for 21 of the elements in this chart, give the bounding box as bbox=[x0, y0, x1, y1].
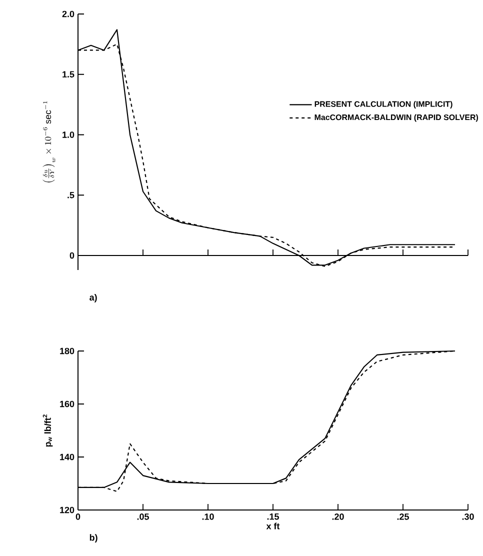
y-tick-label: 1.0 bbox=[62, 132, 74, 138]
text: b) bbox=[90, 534, 98, 543]
x-tick-label: 0 bbox=[76, 514, 80, 520]
y-tick-label: 0 bbox=[70, 252, 74, 259]
x-tick-label: .25 bbox=[397, 514, 409, 520]
y-tick-label: 120 bbox=[60, 506, 74, 514]
y-tick-label: 140 bbox=[60, 454, 74, 460]
y-axis-title: $\left(\frac{\delta u}{\delta Y}\right)_{w} \times 10^{-6}\ \mathrm{sec}^{-1}$ bbox=[42, 101, 56, 182]
x-tick-label: .10 bbox=[202, 514, 214, 520]
y-tick-label: 160 bbox=[60, 400, 74, 408]
x-tick-label: .15 bbox=[267, 514, 279, 520]
x-tick-label: .30 bbox=[462, 514, 474, 520]
y-tick-label: 180 bbox=[60, 348, 74, 354]
x-tick-label: .20 bbox=[332, 514, 344, 520]
x-axis-title: x ft bbox=[266, 522, 280, 530]
y-tick-label: 1.5 bbox=[62, 71, 74, 78]
x-tick-label: .05 bbox=[137, 514, 149, 520]
y-tick-label: 2.0 bbox=[62, 10, 74, 18]
y-axis-title: p$_{w}$ lb/ft$^{2}$ bbox=[42, 414, 53, 447]
text: a) bbox=[90, 294, 97, 302]
y-tick-label: .5 bbox=[68, 192, 74, 198]
